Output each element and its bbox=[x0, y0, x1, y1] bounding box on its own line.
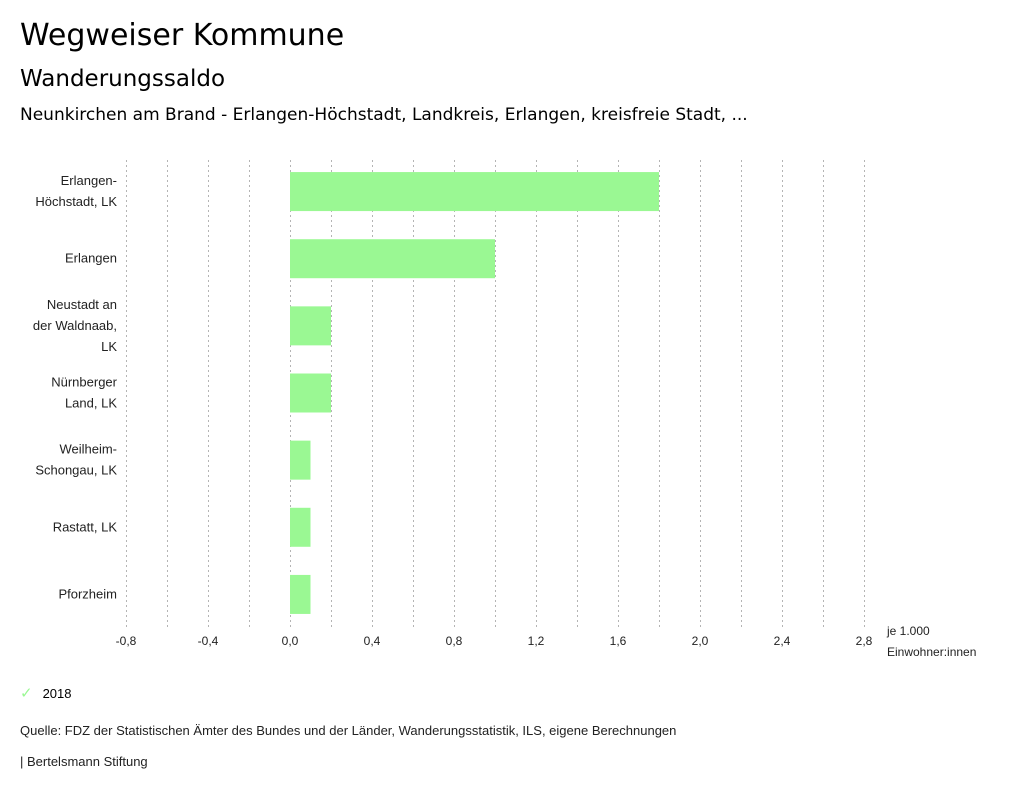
bar[interactable] bbox=[290, 306, 331, 346]
category-labels: Erlangen- Höchstadt, LK Erlangen Neustadt a… bbox=[33, 173, 118, 601]
legend[interactable]: ✓ 2018 bbox=[20, 684, 72, 702]
bar[interactable] bbox=[290, 574, 311, 614]
x-tick-label: 0,0 bbox=[282, 634, 299, 648]
category-label: LK bbox=[101, 339, 117, 354]
bar[interactable] bbox=[290, 172, 659, 212]
x-axis-unit-label: je 1.000 Einwohner:innen bbox=[886, 624, 976, 659]
x-tick-label: 2,8 bbox=[856, 634, 873, 648]
category-label: Erlangen bbox=[65, 251, 117, 266]
category-label: Pforzheim bbox=[58, 586, 117, 601]
source-note: Quelle: FDZ der Statistischen Ämter des … bbox=[20, 723, 677, 738]
grid-lines bbox=[126, 160, 865, 630]
page-title: Wegweiser Kommune bbox=[20, 18, 345, 53]
category-label: Rastatt, LK bbox=[53, 519, 118, 534]
region-label: Neunkirchen am Brand - Erlangen-Höchstad… bbox=[20, 105, 748, 125]
category-label: Neustadt an bbox=[47, 297, 117, 312]
bar[interactable] bbox=[290, 507, 311, 547]
x-tick-label: 0,8 bbox=[446, 634, 463, 648]
category-label: Höchstadt, LK bbox=[35, 194, 117, 209]
legend-label: 2018 bbox=[42, 685, 72, 701]
x-tick-labels: -0,8 -0,4 0,0 0,4 0,8 1,2 1,6 2,0 2,4 2,8 bbox=[116, 634, 873, 648]
x-tick-label: 2,0 bbox=[692, 634, 709, 648]
category-label: Erlangen- bbox=[61, 173, 117, 188]
category-label: der Waldnaab, bbox=[33, 318, 117, 333]
x-tick-label: 1,6 bbox=[610, 634, 627, 648]
category-label: Schongau, LK bbox=[35, 463, 117, 478]
brand-note: | Bertelsmann Stiftung bbox=[20, 754, 148, 769]
check-icon[interactable]: ✓ bbox=[20, 685, 33, 702]
x-axis-label: Einwohner:innen bbox=[887, 645, 976, 659]
x-tick-label: -0,8 bbox=[116, 634, 137, 648]
x-tick-label: 1,2 bbox=[528, 634, 545, 648]
bar[interactable] bbox=[290, 239, 495, 279]
category-label: Nürnberger bbox=[51, 375, 117, 390]
bar[interactable] bbox=[290, 440, 311, 480]
bar-chart: Erlangen- Höchstadt, LK Erlangen Neustadt a… bbox=[33, 160, 976, 659]
bars bbox=[290, 172, 659, 614]
category-label: Land, LK bbox=[65, 396, 117, 411]
category-label: Weilheim- bbox=[59, 442, 117, 457]
x-tick-label: -0,4 bbox=[198, 634, 219, 648]
chart-subtitle: Wanderungssaldo bbox=[20, 66, 226, 92]
x-tick-label: 0,4 bbox=[364, 634, 381, 648]
bar[interactable] bbox=[290, 373, 331, 413]
x-tick-label: 2,4 bbox=[774, 634, 791, 648]
x-axis-label: je 1.000 bbox=[886, 624, 930, 638]
